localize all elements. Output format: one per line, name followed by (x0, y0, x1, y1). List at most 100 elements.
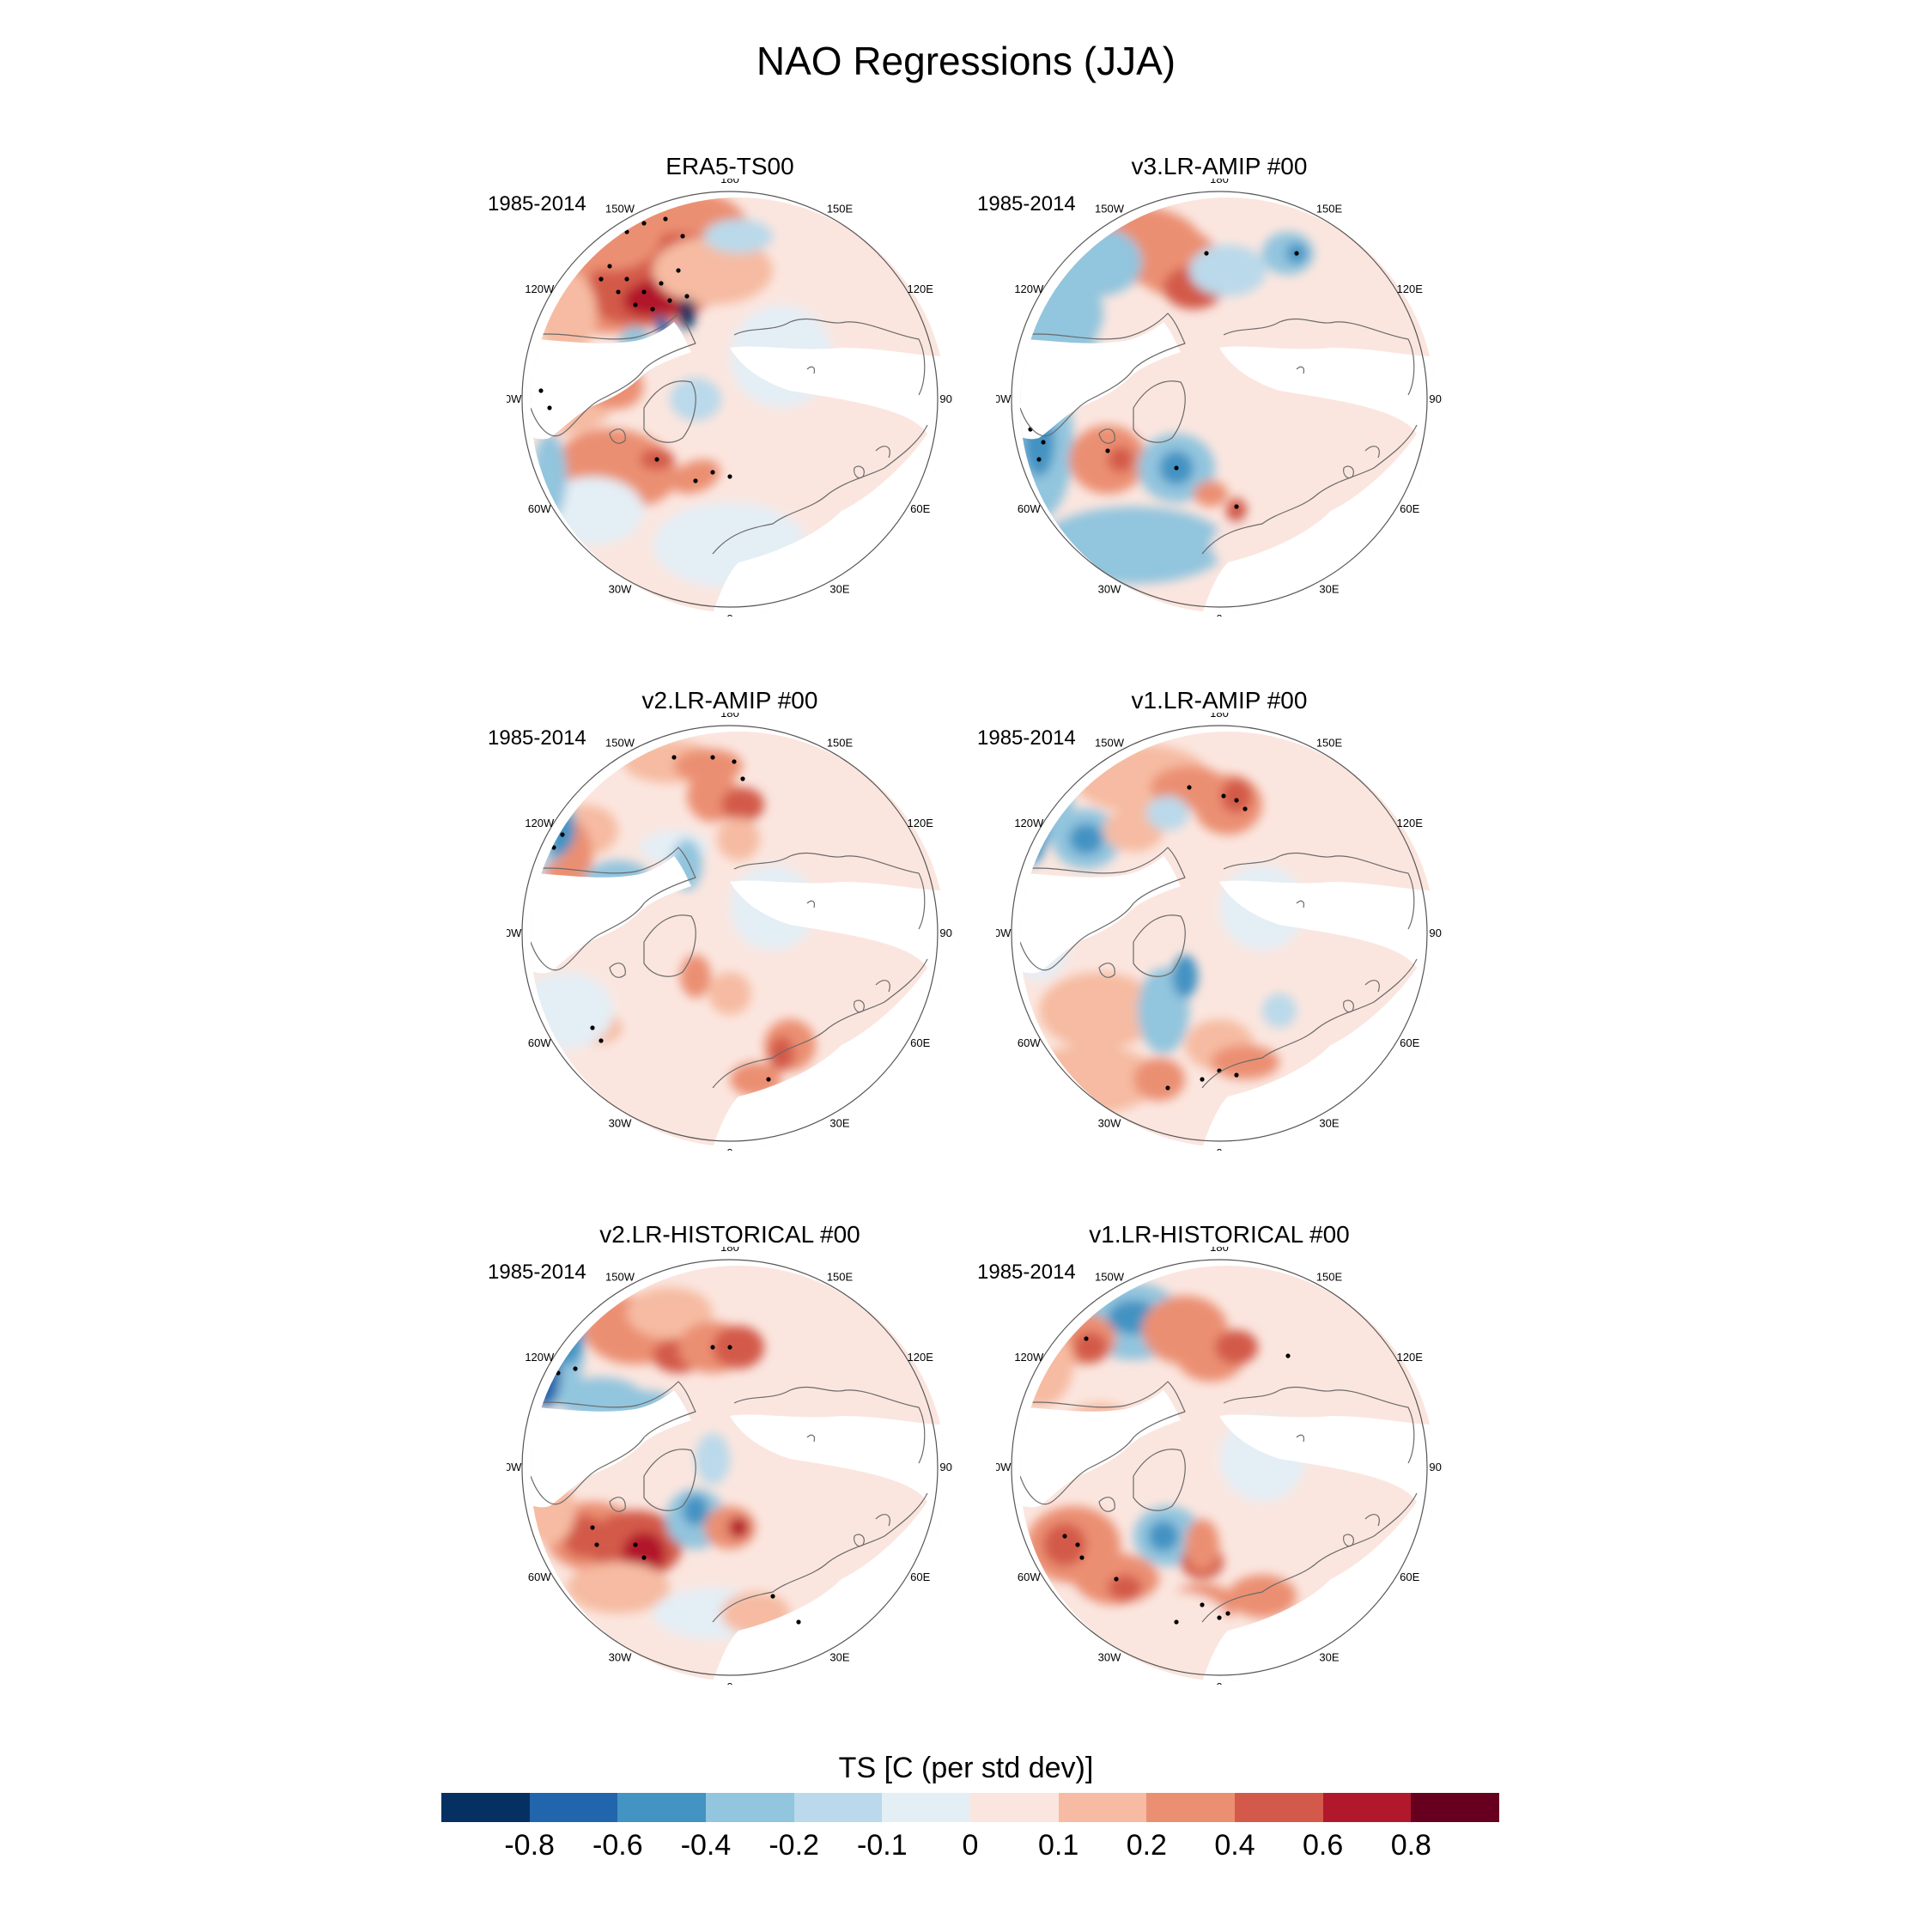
longitude-label: 90E (939, 1461, 953, 1473)
longitude-label: 150W (605, 202, 635, 215)
longitude-label: 90E (1429, 1461, 1443, 1473)
colorbar-box (1322, 1793, 1412, 1822)
anomaly-region (717, 817, 760, 860)
polar-map: 180 150E 120E 90E 60E 30E 0 30W 60W 90W 120W 150W (507, 179, 953, 617)
significance-dot (573, 1366, 578, 1371)
anomaly-region (1133, 1058, 1185, 1101)
longitude-label: 150W (1095, 736, 1125, 749)
anomaly-region (680, 955, 711, 998)
longitude-label: 180 (720, 1247, 739, 1254)
map-panel: v2.LR-AMIP #00 1985-2014 180 150E 120E 90E 60E… (488, 687, 953, 1151)
longitude-label: 60W (1018, 502, 1041, 515)
longitude-label: 90E (1429, 927, 1443, 939)
longitude-label: 150E (1316, 1270, 1343, 1283)
panel-period: 1985-2014 (488, 1261, 586, 1284)
significance-dot (770, 1594, 775, 1599)
longitude-label: 150E (827, 202, 854, 215)
longitude-label: 60E (1400, 1036, 1419, 1049)
significance-dot (590, 1525, 595, 1530)
significance-dot (624, 276, 629, 282)
significance-dot (1242, 806, 1248, 811)
significance-dot (590, 1025, 595, 1030)
anomaly-region (1146, 796, 1189, 830)
longitude-label: 90W (507, 927, 522, 939)
longitude-label: 180 (1210, 713, 1229, 720)
longitude-label: 150W (1095, 1270, 1125, 1283)
longitude-label: 30E (1319, 1117, 1339, 1130)
significance-dot (1234, 504, 1239, 509)
significance-dot (663, 216, 668, 222)
panel-period: 1985-2014 (488, 192, 586, 216)
anomaly-region (678, 298, 696, 329)
significance-dot (676, 268, 681, 273)
longitude-label: 90E (939, 392, 953, 405)
significance-dot (641, 1555, 647, 1560)
significance-dot (710, 1345, 715, 1350)
significance-dot (1200, 1602, 1205, 1607)
anomaly-region (1262, 993, 1297, 1028)
longitude-label: 30W (609, 1117, 632, 1130)
longitude-label: 120E (1397, 817, 1424, 829)
longitude-label: 90W (996, 927, 1012, 939)
significance-dot (1174, 465, 1179, 471)
colorbar-tick-label: -0.6 (592, 1829, 643, 1862)
anomaly-region (1020, 766, 1073, 843)
colorbar-box (441, 1793, 530, 1822)
longitude-label: 60W (1018, 1571, 1041, 1583)
longitude-label: 60W (528, 502, 551, 515)
anomaly-region (704, 219, 773, 253)
colorbar (441, 1793, 1500, 1822)
colorbar-tick-label: -0.8 (504, 1829, 555, 1862)
significance-dot (1221, 793, 1226, 799)
significance-dot (654, 457, 659, 462)
significance-dot (667, 298, 672, 303)
anomaly-region (1043, 1523, 1086, 1566)
anomaly-region (721, 787, 764, 822)
colorbar-box (1411, 1793, 1500, 1822)
anomaly-region (567, 1562, 670, 1613)
significance-dot (1234, 798, 1239, 803)
significance-dot (590, 251, 595, 256)
anomaly-region (728, 1517, 749, 1538)
panel-period: 1985-2014 (977, 726, 1076, 750)
significance-dot (680, 234, 685, 239)
polar-map: 180 150E 120E 90E 60E 30E 0 30W 60W 90W 120W 150W (507, 1247, 953, 1685)
longitude-label: 30W (1098, 583, 1121, 596)
longitude-label: 90W (507, 392, 522, 405)
colorbar-box (882, 1793, 971, 1822)
anomaly-region (1148, 1521, 1179, 1552)
main-title: NAO Regressions (JJA) (756, 39, 1176, 83)
map-panel: ERA5-TS00 1985-2014 180 150E 120E 90E 60E 30E 0 3… (488, 153, 953, 617)
anomaly-region (627, 1287, 713, 1339)
longitude-label: 30E (829, 1651, 849, 1664)
significance-dot (547, 405, 552, 410)
longitude-label: 90W (507, 1461, 522, 1473)
colorbar-box (706, 1793, 794, 1822)
significance-dot (710, 470, 715, 475)
longitude-label: 60W (528, 1571, 551, 1583)
significance-dot (684, 294, 690, 299)
significance-dot (1105, 448, 1110, 453)
significance-dot (616, 289, 621, 295)
longitude-label: 180 (720, 713, 739, 720)
longitude-label: 0 (726, 612, 732, 617)
longitude-label: 60W (528, 1036, 551, 1049)
colorbar-tick-label: 0.2 (1126, 1829, 1167, 1862)
colorbar-tick-label: 0.4 (1214, 1829, 1255, 1862)
longitude-label: 60E (910, 1036, 930, 1049)
polar-map: 180 150E 120E 90E 60E 30E 0 30W 60W 90W 120W 150W (996, 179, 1443, 617)
panel-title: v2.LR-HISTORICAL #00 (599, 1221, 860, 1248)
map-panel: v1.LR-AMIP #00 1985-2014 180 150E 120E 90E 60E… (977, 687, 1443, 1151)
significance-dot (607, 216, 612, 222)
colorbar-box (1146, 1793, 1236, 1822)
longitude-label: 120E (908, 283, 934, 295)
longitude-label: 120E (1397, 283, 1424, 295)
colorbar-tick-label: -0.1 (857, 1829, 908, 1862)
significance-dot (538, 388, 544, 393)
significance-dot (727, 474, 732, 479)
longitude-label: 120E (908, 1351, 934, 1364)
significance-dot (598, 276, 604, 282)
significance-dot (766, 1077, 771, 1082)
longitude-label: 0 (1216, 612, 1222, 617)
significance-dot (710, 755, 715, 760)
